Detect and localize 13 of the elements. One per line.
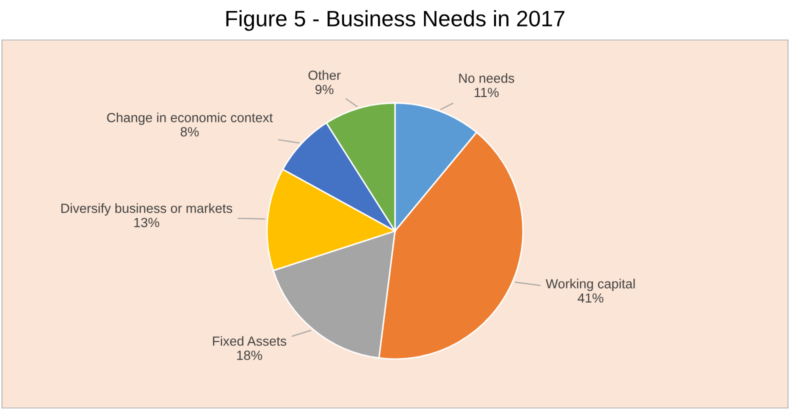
data-label: 8% — [180, 127, 199, 136]
slice-label: Diversify business or markets — [61, 203, 232, 216]
chart-title: Figure 5 - Business Needs in 2017 — [226, 10, 564, 31]
slice-label: Fixed Assets — [213, 336, 286, 346]
slice-label: Other — [308, 70, 341, 80]
slice-label: Change in economic context — [107, 112, 273, 125]
data-label: 11% — [474, 88, 499, 98]
data-label: 9% — [315, 84, 334, 94]
slice-label: Working capital — [546, 278, 635, 292]
data-label: 18% — [237, 350, 262, 360]
data-label: 13% — [134, 218, 160, 228]
slice-label: No needs — [459, 73, 514, 83]
data-label: 41% — [578, 293, 604, 303]
